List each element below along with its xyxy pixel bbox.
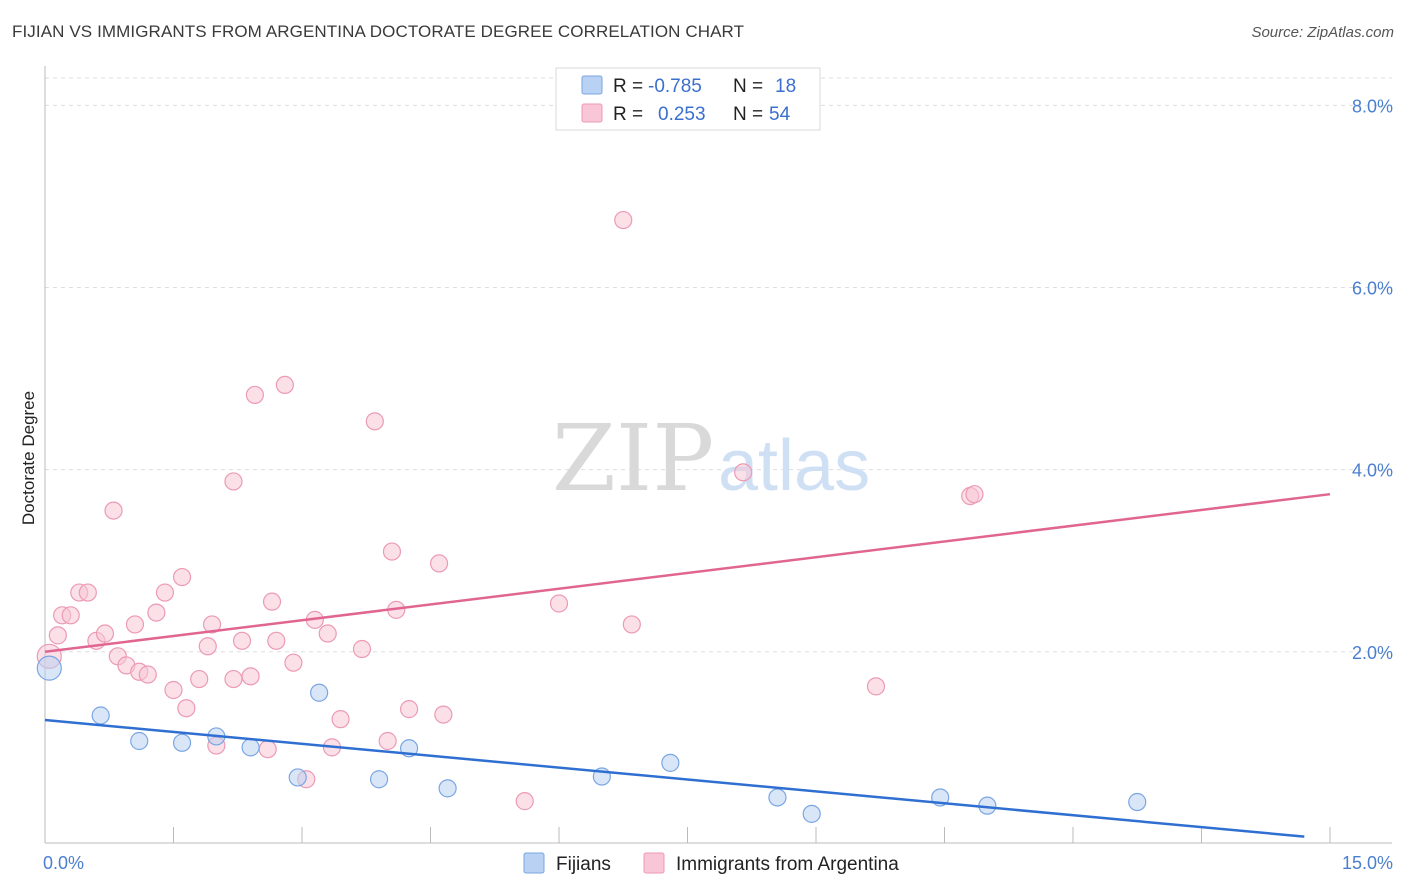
axes — [44, 66, 1392, 844]
argentina-point-19 — [190, 669, 209, 689]
fijians-point-6 — [288, 768, 307, 787]
stats-n-value-fijians: 18 — [775, 76, 796, 97]
argentina-point-18 — [177, 699, 196, 718]
argentina-point-13 — [138, 665, 157, 684]
series-argentina-points — [36, 210, 984, 811]
stats-legend-swatch-fijians — [581, 75, 603, 95]
stats-r-label-argentina: R = — [613, 104, 643, 125]
legend-swatch-fijians — [523, 852, 545, 874]
fijians-point-10 — [438, 779, 457, 798]
argentina-point-30 — [267, 631, 286, 650]
stats-r-value-argentina: 0.253 — [658, 104, 706, 125]
argentina-point-43 — [399, 700, 419, 719]
argentina-point-24 — [224, 472, 243, 491]
argentina-point-45 — [434, 705, 453, 724]
argentina-point-31 — [275, 375, 294, 395]
fijians-point-7 — [310, 683, 329, 702]
legend-label-argentina: Immigrants from Argentina — [676, 854, 899, 875]
argentina-point-26 — [241, 667, 260, 686]
argentina-point-1 — [48, 626, 67, 645]
trend-line-argentina — [44, 492, 1331, 653]
argentina-point-37 — [331, 710, 350, 729]
argentina-point-27 — [245, 385, 264, 405]
argentina-point-16 — [164, 680, 183, 700]
x-tick-label-max: 15.0% — [1342, 853, 1393, 873]
argentina-point-53 — [965, 485, 984, 504]
fijians-point-8 — [370, 770, 389, 789]
y-axis-title: Doctorate Degree — [19, 391, 38, 525]
argentina-point-40 — [378, 731, 397, 751]
argentina-point-20 — [198, 637, 217, 656]
trend-lines — [44, 492, 1331, 838]
argentina-point-47 — [549, 594, 569, 613]
argentina-point-25 — [232, 631, 252, 650]
argentina-point-51 — [866, 677, 886, 696]
fijians-point-5 — [241, 738, 260, 757]
fijians-point-14 — [802, 804, 821, 823]
fijians-point-12 — [661, 753, 680, 772]
fijians-point-13 — [768, 788, 787, 807]
stats-n-value-argentina: 54 — [769, 104, 791, 125]
argentina-point-14 — [147, 603, 166, 622]
argentina-point-35 — [318, 624, 337, 643]
argentina-point-49 — [622, 615, 641, 634]
y-tick-label-2: 6.0% — [1352, 278, 1393, 298]
argentina-point-28 — [258, 740, 277, 759]
stats-legend: R = -0.785 N = 18 R = 0.253 N = 54 — [555, 67, 821, 131]
chart-title: FIJIAN VS IMMIGRANTS FROM ARGENTINA DOCT… — [12, 22, 745, 41]
argentina-point-50 — [734, 463, 753, 482]
stats-legend-swatch-argentina — [581, 103, 603, 123]
stats-r-label-fijians: R = — [613, 76, 643, 97]
argentina-point-32 — [284, 653, 303, 672]
watermark-zip: ZIP — [552, 405, 714, 512]
argentina-point-29 — [262, 592, 282, 611]
fijians-point-2 — [130, 731, 149, 751]
argentina-point-17 — [172, 567, 192, 587]
argentina-point-48 — [614, 210, 633, 230]
fijians-point-0 — [36, 655, 62, 681]
argentina-point-46 — [515, 792, 534, 811]
stats-n-label-fijians: N = — [733, 76, 763, 97]
argentina-point-3 — [61, 606, 80, 625]
argentina-point-38 — [352, 639, 372, 659]
fijians-point-3 — [172, 733, 192, 752]
trend-line-fijians — [44, 718, 1305, 838]
fijians-point-17 — [1128, 792, 1147, 812]
stats-n-label-argentina: N = — [733, 104, 763, 125]
argentina-point-11 — [125, 615, 145, 634]
grid-lines — [45, 77, 1392, 653]
argentina-point-21 — [202, 615, 222, 634]
argentina-point-5 — [78, 583, 97, 602]
x-tick-label-min: 0.0% — [43, 853, 84, 873]
y-tick-label-3: 8.0% — [1352, 96, 1393, 116]
tick-labels: 2.0% 4.0% 6.0% 8.0% 0.0% 15.0% — [43, 96, 1393, 873]
legend-label-fijians: Fijians — [556, 854, 611, 875]
series-fijians-points — [36, 655, 1147, 823]
argentina-point-15 — [155, 583, 175, 602]
series-legend: Fijians Immigrants from Argentina — [523, 852, 899, 875]
y-tick-label-0: 2.0% — [1352, 643, 1393, 663]
argentina-point-39 — [365, 412, 384, 431]
argentina-point-7 — [95, 624, 115, 643]
argentina-point-41 — [382, 542, 402, 561]
legend-swatch-argentina — [643, 852, 665, 874]
argentina-point-23 — [224, 669, 243, 689]
argentina-point-8 — [104, 501, 123, 520]
source-credit: Source: ZipAtlas.com — [1251, 24, 1394, 41]
stats-r-value-fijians: -0.785 — [648, 76, 702, 97]
y-tick-label-1: 4.0% — [1352, 461, 1393, 481]
argentina-point-44 — [429, 554, 449, 573]
fijians-point-1 — [91, 706, 110, 725]
